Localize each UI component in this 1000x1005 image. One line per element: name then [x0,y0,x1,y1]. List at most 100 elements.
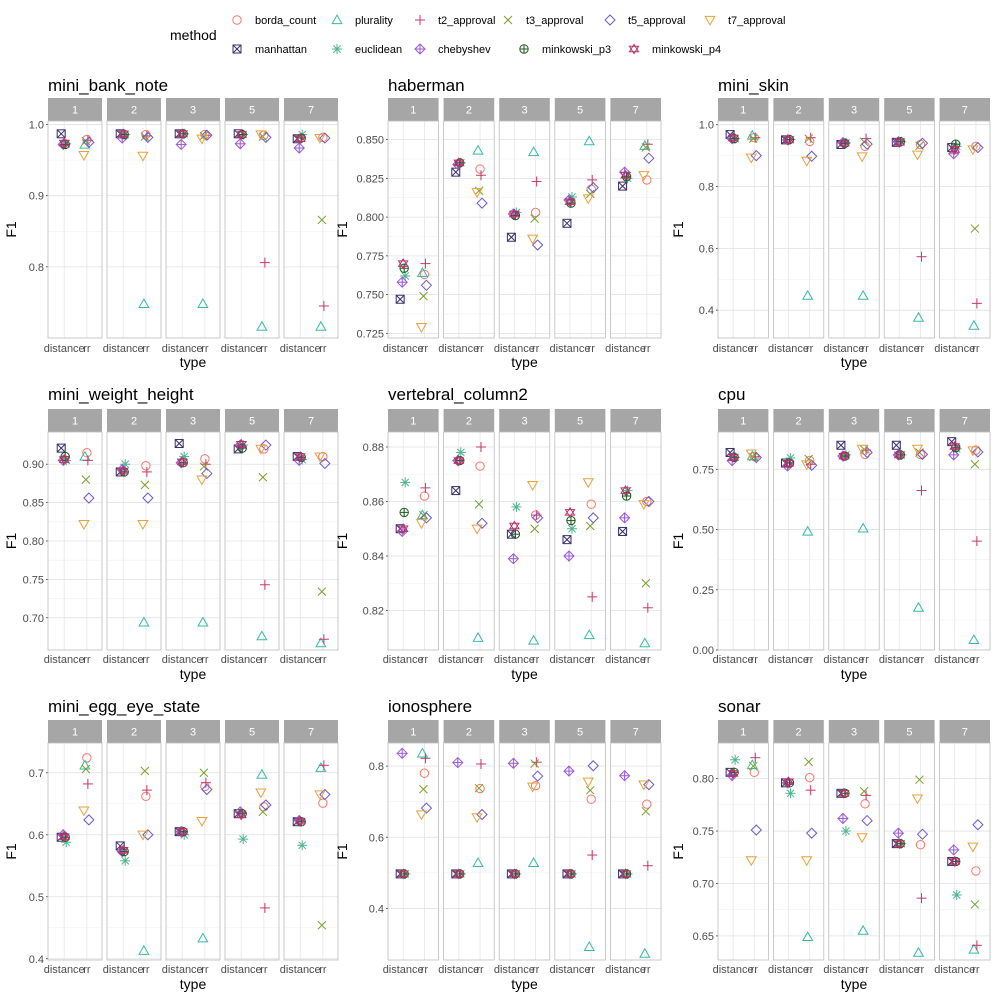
data-point-t5-approval [643,495,655,508]
facet-border [717,742,769,961]
x-tick-label: distance [494,654,535,666]
facet-strip [388,98,439,121]
facet-border [443,431,495,651]
data-point-t2-approval [420,482,431,493]
legend-label: minkowski_p4 [652,44,721,56]
data-point-minkowski-p4 [453,455,465,467]
data-point-t2-approval [861,133,872,144]
y-tick-label: 0.6 [29,830,44,842]
y-tick-label: 0.750 [356,290,384,302]
facet-plot-area [107,743,161,960]
data-point-t7-approval [415,323,428,333]
legend-symbol-t5-approval [604,14,616,26]
data-point-plurality [197,932,209,943]
x-tick-label: rr [319,343,327,355]
facet-border [283,742,339,961]
data-point-euclidean [120,855,131,866]
x-tick-label: distance [103,654,144,666]
x-tick-label: distance [44,343,85,355]
y-axis-title: F1 [334,843,350,860]
data-point-borda-count [860,799,870,809]
facet-plot-area [773,121,824,338]
chart-panel-ionosphere: ionosphereF1type0.40.60.81distancerr2dis… [334,697,662,992]
data-point-t7-approval [856,833,868,844]
data-point-t2-approval [642,602,653,613]
data-point-t3-approval [530,759,539,768]
data-point-t2-approval [971,940,982,951]
x-tick-label: rr [751,964,759,976]
data-point-t3-approval [641,806,651,816]
facet-plot-area [610,743,661,960]
data-point-t2-approval [531,176,542,187]
data-point-t7-approval [967,145,979,156]
data-point-t2-approval [916,485,927,496]
facet-plot-area [225,743,279,960]
facet-border [498,431,551,651]
data-point-minkowski-p3 [399,263,409,273]
data-point-t7-approval [967,842,979,853]
data-point-t3-approval [585,785,595,795]
data-point-minkowski-p4 [949,143,961,155]
data-point-borda-count [804,772,815,783]
data-point-borda-count [475,164,485,174]
data-point-plurality [256,320,268,331]
data-point-t3-approval [970,459,980,469]
data-point-t3-approval [140,766,150,776]
data-point-plurality [416,267,429,278]
data-point-t5-approval [805,459,818,471]
facet-strip-label: 7 [962,416,968,428]
legend-symbol-chebyshev [414,43,426,55]
data-point-plurality [583,135,595,146]
x-tick-label: distance [494,343,535,355]
x-tick-label: rr [972,964,980,976]
legend-label: t7_approval [728,15,786,27]
data-point-t7-approval [196,816,208,827]
facet-strip-label: 2 [466,727,472,739]
legend-entry-euclidean: euclidean [332,44,402,56]
data-point-t5-approval [420,279,433,292]
y-tick-label: 0.70 [693,878,714,890]
legend-symbol-minkowski-p3 [519,44,529,54]
facet-strip-label: 1 [410,105,416,117]
facet-plot-area [107,121,161,338]
chart-title: vertebral_column2 [388,385,528,404]
facet-border [610,120,662,339]
data-point-minkowski-p4 [453,868,465,880]
data-point-euclidean [511,501,522,512]
facet-border [106,120,162,339]
facet-strip [828,720,880,743]
data-point-borda-count [475,461,485,471]
legend-entry-chebyshev: chebyshev [414,43,491,56]
facet-plot-area [718,743,769,960]
data-point-t5-approval [260,439,272,451]
data-point-borda-count [141,461,151,471]
data-point-t3-approval [317,587,327,597]
data-point-manhattan [395,294,405,304]
facet-strip [884,720,935,743]
x-tick-label: distance [280,343,321,355]
y-tick-label: 0.50 [693,525,714,537]
data-point-plurality [639,139,651,150]
facet-plot-area [48,121,102,338]
facet-strip [284,98,338,121]
data-point-t7-approval [255,788,267,799]
chart-title: mini_egg_eye_state [48,697,200,716]
facet-strip-label: 2 [466,416,472,428]
chart-panel-mini-egg-eye-state: mini_egg_eye_state F1 type 0.4 0.5 0.6 0.7 1 dis… [3,697,339,992]
data-point-borda-count [200,454,210,464]
y-tick-label: 0.7 [29,768,44,780]
x-tick-label: distance [280,654,321,666]
data-point-euclidean [566,523,577,534]
x-tick-label: distance [879,964,920,976]
data-point-borda-count [141,791,151,802]
facet-strip [610,409,661,432]
facet-plot-area [718,121,769,338]
data-point-t5-approval [861,814,873,827]
facet-plot-area [939,121,990,338]
